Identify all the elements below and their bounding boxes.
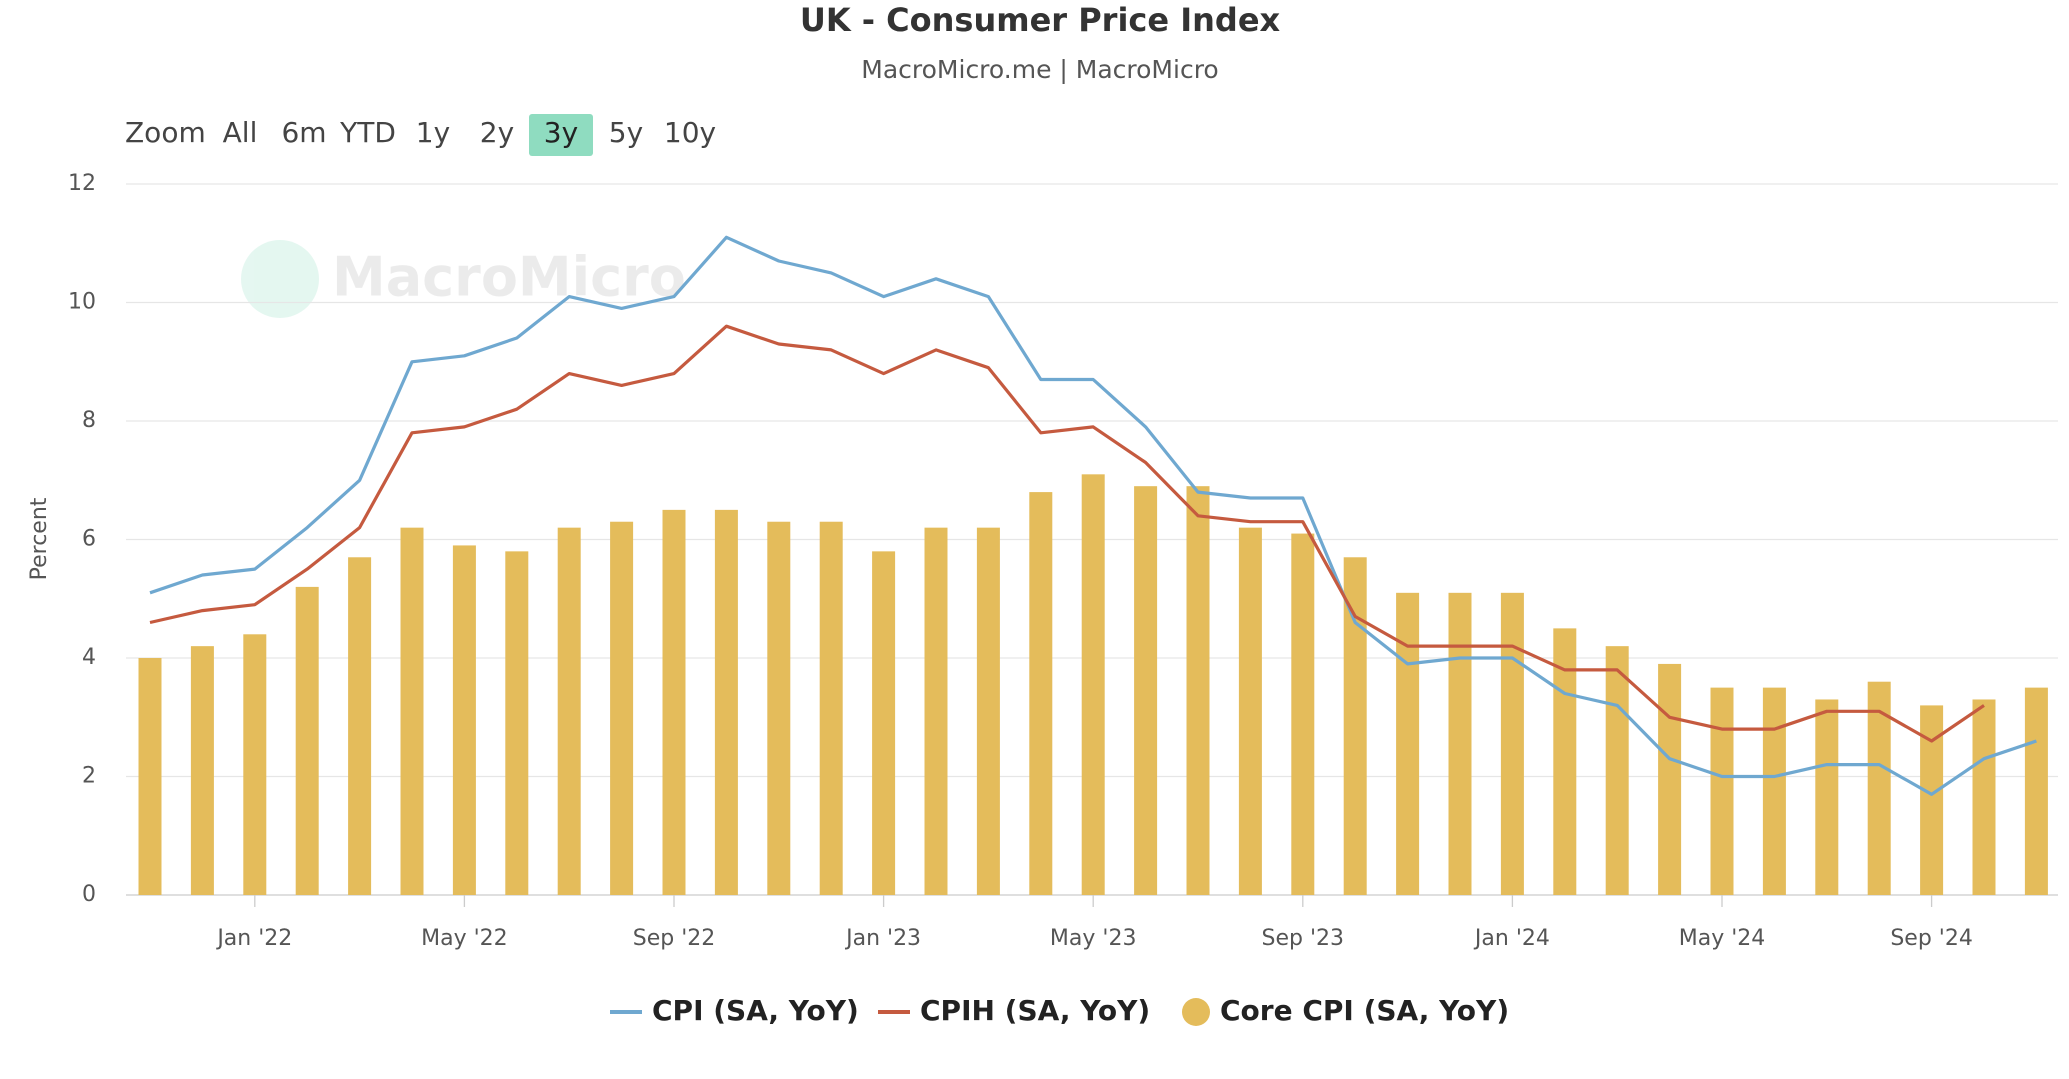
x-tick-label: Sep '23 <box>1262 926 1345 951</box>
bar <box>295 586 319 895</box>
zoom-button-label: 6m <box>281 116 326 149</box>
x-tick-label: Jan '24 <box>1473 926 1550 951</box>
zoom-button-label: 3y <box>544 116 578 149</box>
bar <box>1920 705 1944 895</box>
bar <box>1186 486 1210 895</box>
legend-item[interactable]: Core CPI (SA, YoY) <box>1182 994 1509 1027</box>
bar <box>1448 592 1472 895</box>
legend-symbol <box>1182 998 1210 1026</box>
zoom-button[interactable]: All <box>223 116 258 149</box>
legend-item[interactable]: CPI (SA, YoY) <box>610 994 859 1027</box>
legend-label: CPIH (SA, YoY) <box>920 994 1150 1027</box>
zoom-button-label: 2y <box>480 116 514 149</box>
bar <box>872 551 896 895</box>
zoom-button[interactable]: 3y <box>529 114 593 156</box>
bar <box>1605 646 1629 895</box>
legend-label: CPI (SA, YoY) <box>652 994 859 1027</box>
bar <box>1710 687 1734 895</box>
chart-title: UK - Consumer Price Index <box>800 1 1281 39</box>
x-tick-label: May '22 <box>421 926 508 951</box>
bar <box>138 658 162 895</box>
watermark: MacroMicro <box>241 240 686 318</box>
zoom-button-bg <box>529 114 593 156</box>
x-tick-label: May '23 <box>1050 926 1137 951</box>
bar <box>1238 527 1262 895</box>
y-tick-label: 2 <box>82 764 96 789</box>
x-tick-label: May '24 <box>1679 926 1766 951</box>
bar <box>348 557 372 895</box>
y-tick-label: 10 <box>68 290 96 315</box>
zoom-button-label: 1y <box>416 116 450 149</box>
bar <box>1815 699 1839 895</box>
zoom-button[interactable]: 5y <box>609 116 643 149</box>
bar <box>1867 681 1891 895</box>
bar <box>767 521 791 895</box>
legend-item[interactable]: CPIH (SA, YoY) <box>878 994 1150 1027</box>
bar <box>505 551 529 895</box>
line <box>149 324 1985 743</box>
y-tick-label: 6 <box>82 527 96 552</box>
bar <box>1972 699 1996 895</box>
bar <box>610 521 634 895</box>
zoom-button-label: YTD <box>339 116 396 149</box>
x-tick-label: Jan '23 <box>844 926 921 951</box>
line <box>149 235 2037 796</box>
x-tick-label: Sep '22 <box>633 926 716 951</box>
x-tick-label: Sep '24 <box>1890 926 1973 951</box>
bar <box>557 527 581 895</box>
bar <box>1029 492 1053 895</box>
watermark-logo <box>241 240 319 318</box>
y-axis-label: Percent <box>27 497 52 580</box>
bar <box>190 646 214 895</box>
bar <box>243 634 267 895</box>
zoom-button[interactable]: 2y <box>480 116 514 149</box>
zoom-button[interactable]: 10y <box>664 116 716 149</box>
bar <box>819 521 843 895</box>
bar <box>1343 557 1367 895</box>
zoom-button-label: 10y <box>664 116 716 149</box>
zoom-button[interactable]: 1y <box>416 116 450 149</box>
watermark-text: MacroMicro <box>332 246 686 309</box>
bar <box>1396 592 1420 895</box>
x-tick-label: Jan '22 <box>215 926 292 951</box>
bar <box>1134 486 1158 895</box>
chart-subtitle: MacroMicro.me | MacroMicro <box>861 55 1218 84</box>
zoom-button-label: All <box>223 116 258 149</box>
y-tick-label: 8 <box>82 408 96 433</box>
zoom-button[interactable]: YTD <box>339 116 396 149</box>
zoom-button[interactable]: 6m <box>281 116 326 149</box>
y-tick-label: 0 <box>82 882 96 907</box>
bar <box>452 545 476 895</box>
bar <box>714 509 738 895</box>
bar <box>1762 687 1786 895</box>
y-tick-label: 4 <box>82 645 96 670</box>
bar <box>1658 663 1682 895</box>
bar <box>1500 592 1524 895</box>
zoom-label: Zoom <box>125 116 206 149</box>
bar <box>1291 533 1315 895</box>
zoom-button-label: 5y <box>609 116 643 149</box>
bar <box>1081 474 1105 895</box>
bar <box>662 509 686 895</box>
y-tick-label: 12 <box>68 171 96 196</box>
bar <box>924 527 948 895</box>
bar <box>400 527 424 895</box>
legend-label: Core CPI (SA, YoY) <box>1220 994 1509 1027</box>
bar <box>976 527 1000 895</box>
bar <box>2024 687 2048 895</box>
